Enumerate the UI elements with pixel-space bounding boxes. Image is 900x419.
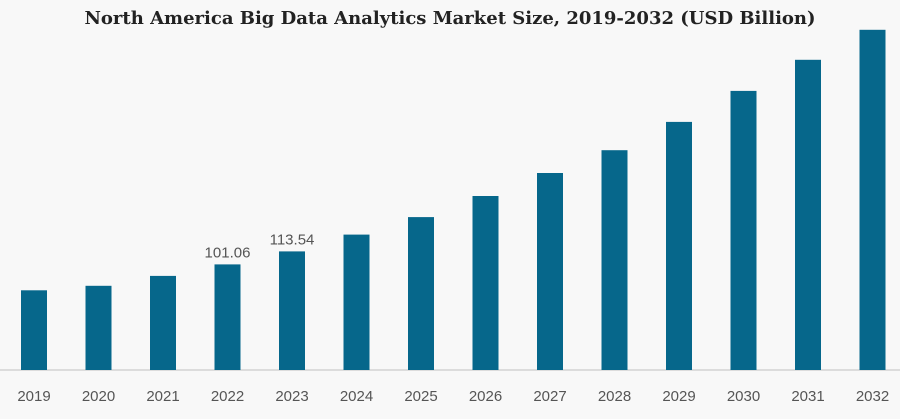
- bar-2027: [537, 173, 563, 370]
- x-tick-label-2031: 2031: [791, 388, 824, 405]
- bar-2024: [343, 234, 370, 370]
- x-tick-label-2029: 2029: [662, 388, 695, 405]
- bar-2020: [85, 285, 112, 370]
- bar-2019: [21, 290, 47, 370]
- bar-2028: [601, 150, 628, 370]
- bar-2023: [279, 251, 305, 370]
- x-tick-label-2025: 2025: [404, 388, 437, 405]
- x-tick-label-2019: 2019: [17, 388, 50, 405]
- x-tick-label-2023: 2023: [275, 388, 308, 405]
- x-tick-label-2028: 2028: [598, 388, 631, 405]
- bar-2022: [214, 264, 241, 370]
- bar-2025: [408, 217, 434, 370]
- x-tick-label-2032: 2032: [856, 388, 889, 405]
- x-tick-labels: 2019 2020 2021 2022 2023 2024 2025 2026 2027 2028…: [17, 388, 889, 405]
- bar-2031: [795, 59, 821, 371]
- x-tick-label-2020: 2020: [82, 388, 115, 405]
- bar-2026: [472, 196, 499, 370]
- bar-2029: [666, 121, 692, 371]
- bar-2032: [859, 29, 886, 371]
- bar-2030: [730, 90, 757, 371]
- data-label-2023: 113.54: [270, 231, 315, 248]
- chart-title: North America Big Data Analytics Market …: [84, 8, 815, 29]
- data-labels: 101.06 113.54: [205, 231, 315, 261]
- x-tick-label-2021: 2021: [146, 388, 179, 405]
- x-tick-label-2026: 2026: [469, 388, 502, 405]
- x-tick-label-2027: 2027: [533, 388, 566, 405]
- data-label-2022: 101.06: [205, 244, 251, 261]
- x-tick-label-2022: 2022: [211, 388, 244, 405]
- bar-2021: [150, 275, 176, 370]
- x-tick-label-2024: 2024: [340, 388, 373, 405]
- bar-series: [21, 29, 886, 371]
- x-tick-label-2030: 2030: [727, 388, 760, 405]
